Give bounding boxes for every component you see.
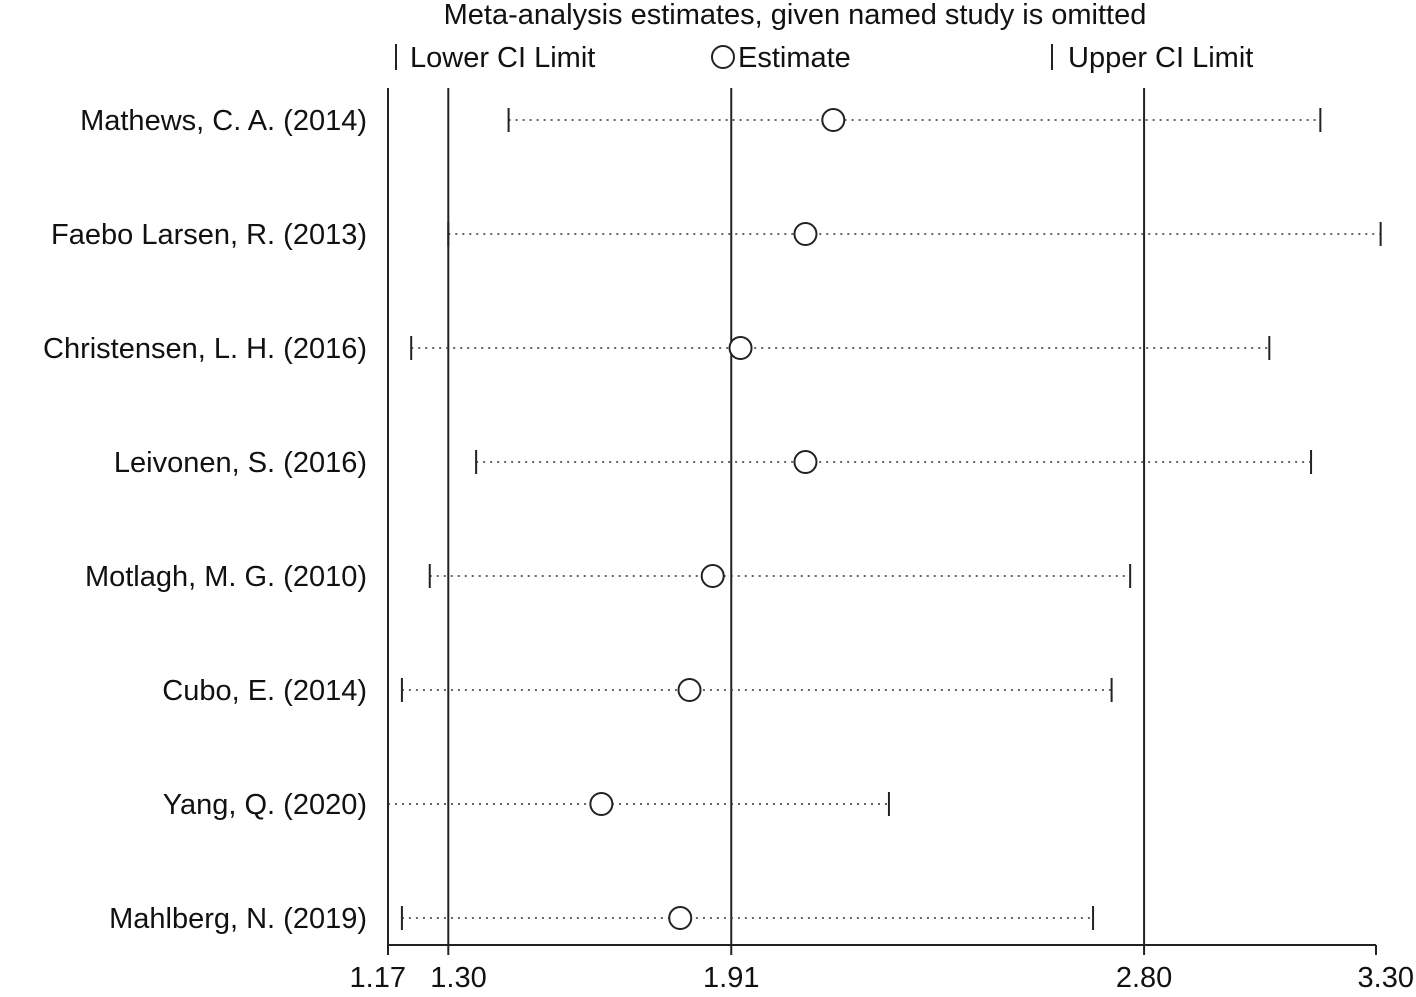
study-label: Christensen, L. H. (2016): [43, 333, 367, 365]
estimate-marker: [793, 450, 818, 474]
legend-upper-label: Upper CI Limit: [1068, 42, 1253, 74]
legend: Lower CI Limit Estimate Upper CI Limit: [395, 42, 1253, 74]
legend-estimate-marker: [711, 45, 735, 69]
study-label: Faebo Larsen, R. (2013): [51, 219, 367, 251]
estimate-marker: [700, 564, 725, 588]
estimate-marker: [677, 678, 702, 702]
chart-title: Meta-analysis estimates, given named stu…: [444, 0, 1147, 31]
study-label: Cubo, E. (2014): [162, 675, 367, 707]
study-label: Motlagh, M. G. (2010): [85, 561, 367, 593]
estimate-marker: [589, 792, 614, 816]
study-label: Yang, Q. (2020): [163, 789, 367, 821]
x-tick-label: 3.30: [1358, 962, 1414, 994]
study-label: Leivonen, S. (2016): [114, 447, 367, 479]
x-tick-label: 1.30: [430, 962, 486, 994]
x-tick-label: 1.91: [703, 962, 759, 994]
study-label: Mahlberg, N. (2019): [109, 903, 367, 935]
legend-lower-label: Lower CI Limit: [410, 42, 595, 74]
estimate-marker: [821, 108, 846, 132]
estimate-marker: [728, 336, 753, 360]
estimate-marker: [793, 222, 818, 246]
x-tick-label: 1.17: [350, 962, 406, 994]
x-tick-label: 2.80: [1116, 962, 1172, 994]
legend-estimate-label: Estimate: [738, 42, 851, 74]
estimate-marker: [668, 906, 693, 930]
plot-area: 1.17 1.30 1.91 2.80 3.30 Mathews, C. A. (2014…: [43, 88, 1414, 994]
study-label: Mathews, C. A. (2014): [80, 105, 367, 137]
